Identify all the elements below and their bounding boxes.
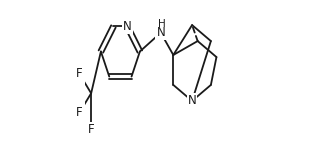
Text: F: F [88,123,95,136]
Text: N: N [156,26,165,39]
Text: F: F [76,67,83,80]
Text: H: H [158,19,165,29]
Text: N: N [123,20,132,33]
Text: F: F [76,106,83,119]
Text: N: N [188,94,197,107]
